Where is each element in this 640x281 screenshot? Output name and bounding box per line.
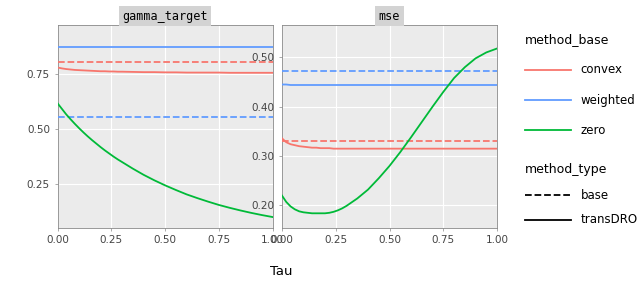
Text: weighted: weighted [580, 94, 636, 107]
Title: mse: mse [379, 10, 400, 23]
Text: convex: convex [580, 63, 623, 76]
Text: zero: zero [580, 124, 606, 137]
Title: gamma_target: gamma_target [122, 10, 208, 23]
Text: method_base: method_base [525, 33, 609, 46]
Text: transDRO: transDRO [580, 213, 638, 226]
Text: method_type: method_type [525, 163, 607, 176]
Text: Tau: Tau [270, 265, 293, 278]
Text: base: base [580, 189, 609, 202]
